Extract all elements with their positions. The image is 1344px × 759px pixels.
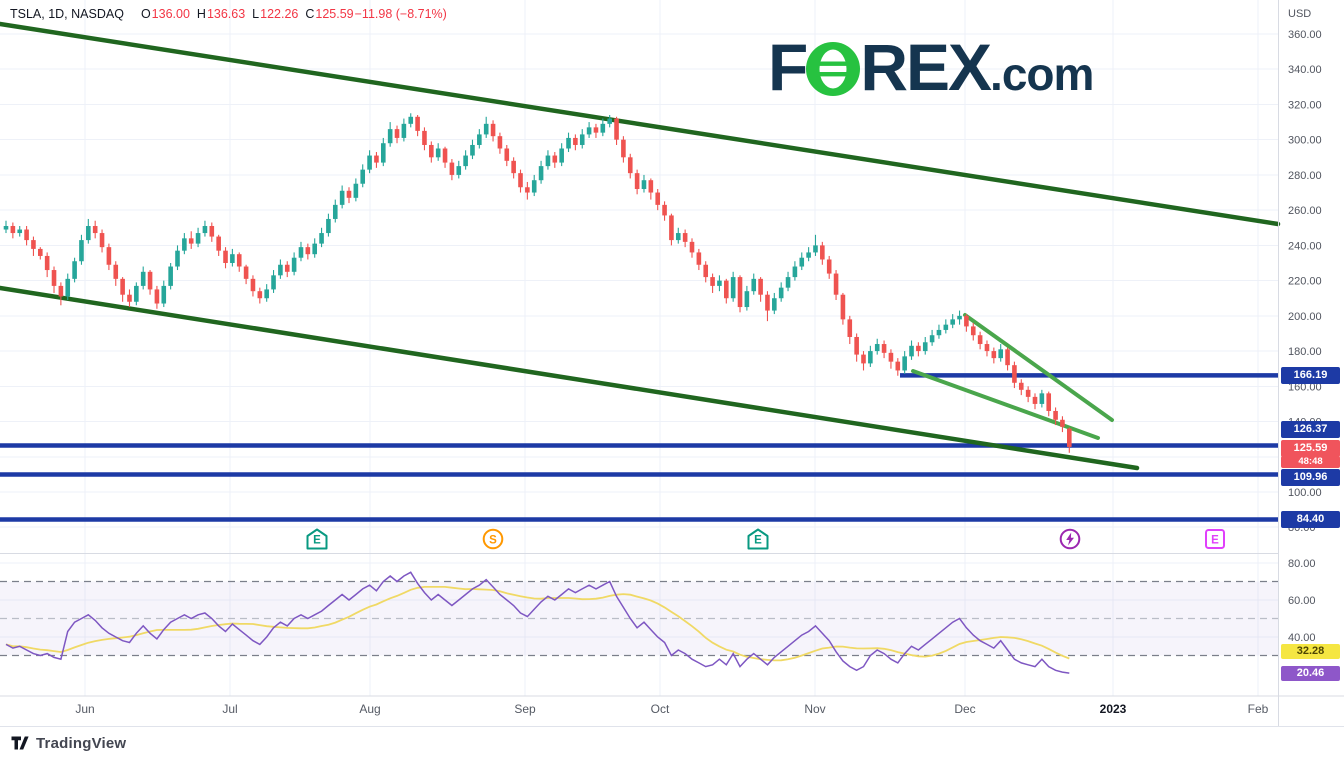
low-value: 122.26 — [260, 7, 299, 21]
symbol-legend: TSLA, 1D, NASDAQ O 136.00 H 136.63 L 122.26… — [10, 7, 447, 21]
channel-lower-trendline[interactable] — [0, 285, 1140, 471]
time-axis-label[interactable]: Jun — [75, 702, 94, 716]
svg-text:USD: USD — [1288, 8, 1311, 20]
svg-text:80.00: 80.00 — [1288, 558, 1316, 570]
svg-text:180.00: 180.00 — [1288, 346, 1322, 358]
time-axis-label[interactable]: Feb — [1248, 702, 1269, 716]
svg-text:320.00: 320.00 — [1288, 99, 1322, 111]
svg-text:E: E — [1211, 534, 1219, 546]
svg-text:100.00: 100.00 — [1288, 487, 1322, 499]
tradingview-logo-icon — [11, 736, 29, 750]
open-value: 136.00 — [151, 7, 190, 21]
wedge-lower-trendline[interactable] — [911, 369, 1100, 440]
symbol-title[interactable]: TSLA, 1D, NASDAQ — [10, 7, 124, 21]
time-axis-label[interactable]: Dec — [954, 702, 975, 716]
svg-text:220.00: 220.00 — [1288, 276, 1322, 288]
svg-text:S: S — [489, 534, 497, 546]
flash-event-icon[interactable] — [1059, 528, 1081, 550]
svg-text:360.00: 360.00 — [1288, 29, 1322, 41]
high-value: 136.63 — [206, 7, 246, 21]
future-earnings-event-icon[interactable]: E — [1204, 528, 1226, 550]
footer-bar: TradingView — [0, 726, 1344, 759]
axis-tick-labels: USD 360.00 340.00 320.00 300.00 280.00 260.00 2… — [75, 8, 1321, 716]
time-axis-label[interactable]: Aug — [359, 702, 380, 716]
high-label: H — [196, 7, 206, 21]
close-value: 125.59 — [315, 7, 354, 21]
svg-text:300.00: 300.00 — [1288, 135, 1322, 147]
svg-text:260.00: 260.00 — [1288, 205, 1322, 217]
earnings-event-icon[interactable]: E — [306, 528, 328, 550]
svg-text:240.00: 240.00 — [1288, 240, 1322, 252]
svg-text:E: E — [754, 534, 762, 546]
rsi-line — [5, 571, 1070, 674]
rsi-ma-line — [5, 586, 1070, 662]
channel-upper-trendline[interactable] — [0, 21, 1281, 227]
tradingview-logo-text: TradingView — [36, 734, 127, 752]
split-event-icon[interactable]: S — [482, 528, 504, 550]
svg-text:80.00: 80.00 — [1288, 522, 1316, 534]
svg-text:200.00: 200.00 — [1288, 311, 1322, 323]
low-label: L — [252, 7, 260, 21]
chart-canvas[interactable]: USD 360.00 340.00 320.00 300.00 280.00 260.00 2… — [0, 0, 1344, 726]
svg-text:120.00: 120.00 — [1288, 452, 1322, 464]
change-value: −11.98 (−8.71%) — [354, 7, 447, 21]
svg-text:280.00: 280.00 — [1288, 170, 1322, 182]
svg-text:140.00: 140.00 — [1288, 417, 1322, 429]
wedge-upper-trendline[interactable] — [963, 313, 1114, 422]
open-label: O — [140, 7, 151, 21]
svg-text:160.00: 160.00 — [1288, 381, 1322, 393]
svg-text:60.00: 60.00 — [1288, 595, 1316, 607]
candlestick-series — [3, 113, 1072, 453]
time-axis-label[interactable]: Sep — [514, 702, 536, 716]
time-axis-label[interactable]: Nov — [804, 702, 825, 716]
time-axis-label[interactable]: Jul — [222, 702, 237, 716]
time-axis-label[interactable]: Oct — [651, 702, 670, 716]
close-label: C — [305, 7, 315, 21]
tradingview-logo[interactable]: TradingView — [10, 734, 126, 752]
time-axis-label[interactable]: 2023 — [1100, 702, 1127, 716]
earnings-event-icon[interactable]: E — [747, 528, 769, 550]
svg-text:340.00: 340.00 — [1288, 64, 1322, 76]
svg-text:40.00: 40.00 — [1288, 632, 1316, 644]
svg-text:E: E — [313, 534, 321, 546]
